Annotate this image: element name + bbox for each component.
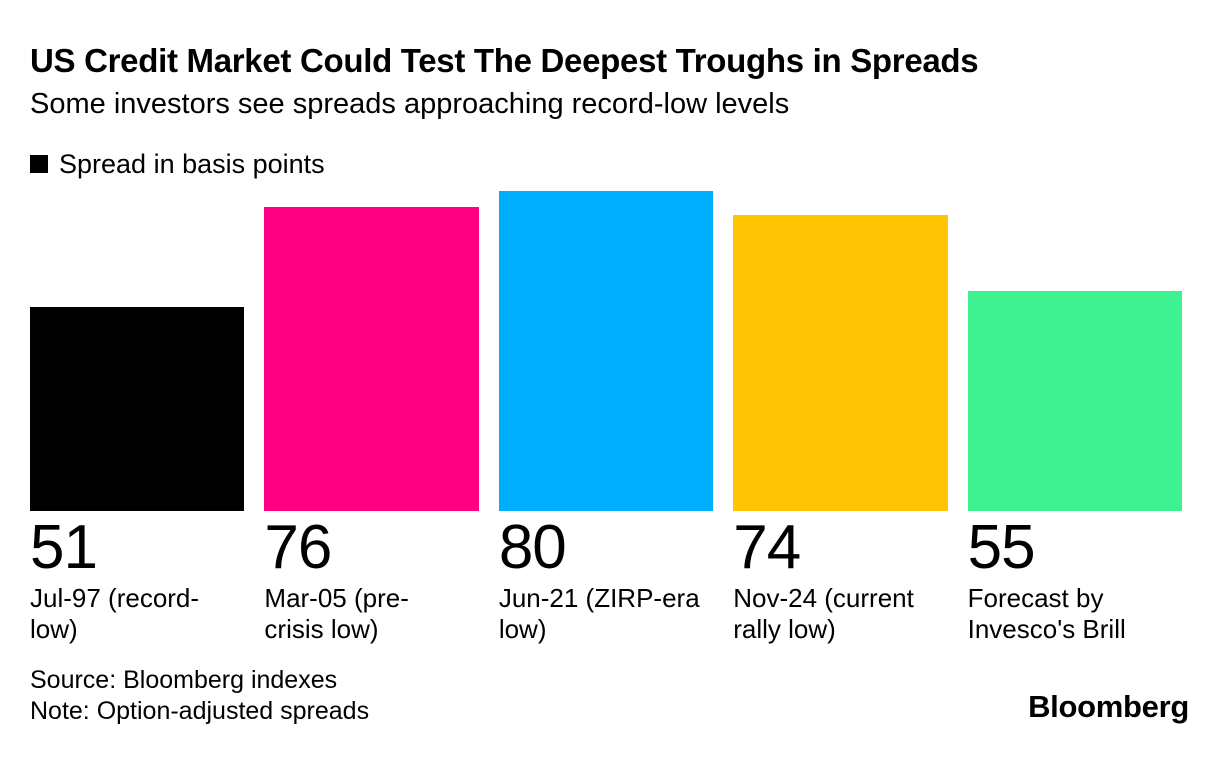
bar[interactable] [967, 290, 1183, 511]
bar-chart: 51 Jul-97 (record- low) 76 Mar-05 (pre- cri… [30, 190, 1183, 645]
bar[interactable] [498, 190, 714, 511]
bar-plot-area [733, 191, 948, 511]
methodology-note: Note: Option-adjusted spreads [30, 697, 370, 725]
bloomberg-logo: Bloomberg [1028, 689, 1189, 724]
bar-category-label: Forecast by Invesco's Brill [967, 582, 1126, 644]
bar-category-label: Nov-24 (current rally low) [733, 582, 914, 644]
bar-column: 51 Jul-97 (record- low) [30, 191, 245, 645]
bar-category-label: Jun-21 (ZIRP-era low) [498, 582, 700, 644]
bar-plot-area [264, 191, 479, 511]
footer-notes: Source: Bloomberg indexes Note: Option-a… [30, 665, 369, 727]
bar[interactable] [30, 306, 245, 511]
bar-column: 55 Forecast by Invesco's Brill [967, 191, 1183, 645]
source-note: Source: Bloomberg indexes [30, 666, 338, 694]
bar[interactable] [733, 214, 948, 511]
bar-column: 76 Mar-05 (pre- crisis low) [264, 191, 479, 645]
legend: Spread in basis points [30, 148, 1182, 179]
bar-value-label: 51 [30, 512, 98, 582]
bar[interactable] [264, 206, 479, 511]
bar-plot-area [967, 191, 1183, 511]
chart-footer: Source: Bloomberg indexes Note: Option-a… [30, 665, 1189, 727]
bar-plot-area [498, 190, 714, 511]
chart-title: US Credit Market Could Test The Deepest … [30, 42, 979, 79]
legend-label: Spread in basis points [59, 148, 325, 179]
bar-value-label: 55 [967, 512, 1036, 582]
bar-category-label: Mar-05 (pre- crisis low) [264, 582, 409, 644]
bar-plot-area [30, 191, 245, 511]
bar-column: 80 Jun-21 (ZIRP-era low) [498, 190, 714, 645]
chart-subtitle: Some investors see spreads approaching r… [30, 87, 790, 120]
bar-value-label: 80 [498, 512, 567, 582]
bar-column: 74 Nov-24 (current rally low) [733, 191, 948, 645]
bar-category-label: Jul-97 (record- low) [30, 582, 200, 644]
legend-swatch-icon [30, 155, 48, 174]
bar-value-label: 76 [264, 512, 332, 582]
bar-value-label: 74 [733, 512, 801, 582]
